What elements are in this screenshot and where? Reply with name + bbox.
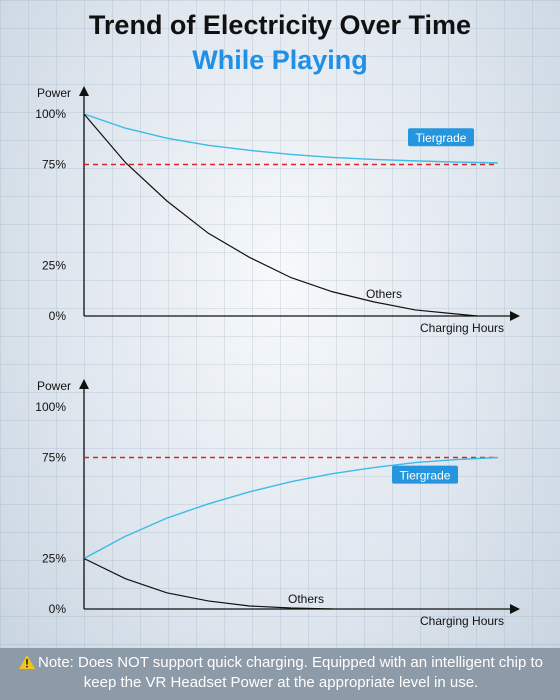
- series-label-tiergrade: Tiergrade: [416, 131, 467, 145]
- y-tick-label: 100%: [35, 107, 66, 121]
- note-banner: Note: Does NOT support quick charging. E…: [0, 648, 560, 700]
- x-axis-arrow: [510, 311, 520, 321]
- series-line-others: [83, 113, 478, 317]
- x-axis-arrow: [510, 604, 520, 614]
- y-axis-arrow: [79, 379, 89, 389]
- page-title: Trend of Electricity Over Time: [88, 10, 472, 40]
- series-label-others: Others: [288, 592, 324, 606]
- series-label-others: Others: [366, 287, 402, 301]
- x-axis-label: Charging Hours: [420, 321, 504, 335]
- x-axis-label: Charging Hours: [420, 614, 504, 628]
- series-label-badge: [408, 128, 474, 147]
- y-tick-label: 100%: [35, 400, 66, 414]
- y-axis-label: Power: [37, 86, 71, 100]
- note-text: Note: Does NOT support quick charging. E…: [37, 654, 543, 691]
- y-tick-label: 0%: [49, 602, 67, 616]
- y-axis-arrow: [79, 86, 89, 96]
- y-tick-label: 0%: [49, 309, 67, 323]
- series-line-tiergrade: [83, 113, 499, 164]
- series-label-badge: [392, 465, 458, 484]
- series-label-tiergrade: Tiergrade: [400, 469, 451, 483]
- series-line-tiergrade: [83, 456, 499, 560]
- page-subtitle: While Playing: [192, 45, 368, 75]
- y-tick-label: 75%: [42, 451, 66, 465]
- y-axis-label: Power: [37, 379, 71, 393]
- y-tick-label: 75%: [42, 158, 66, 172]
- series-line-others: [83, 557, 333, 610]
- y-tick-label: 25%: [42, 259, 66, 273]
- warning-icon: [18, 653, 35, 673]
- chart-discharge: Power Charging Hours 100% 75% 25% 0% Tiergrade…: [35, 86, 520, 335]
- y-tick-label: 25%: [42, 552, 66, 566]
- chart-charging: Power Charging Hours 100% 75% 25% 0% Tiergrade…: [35, 379, 520, 628]
